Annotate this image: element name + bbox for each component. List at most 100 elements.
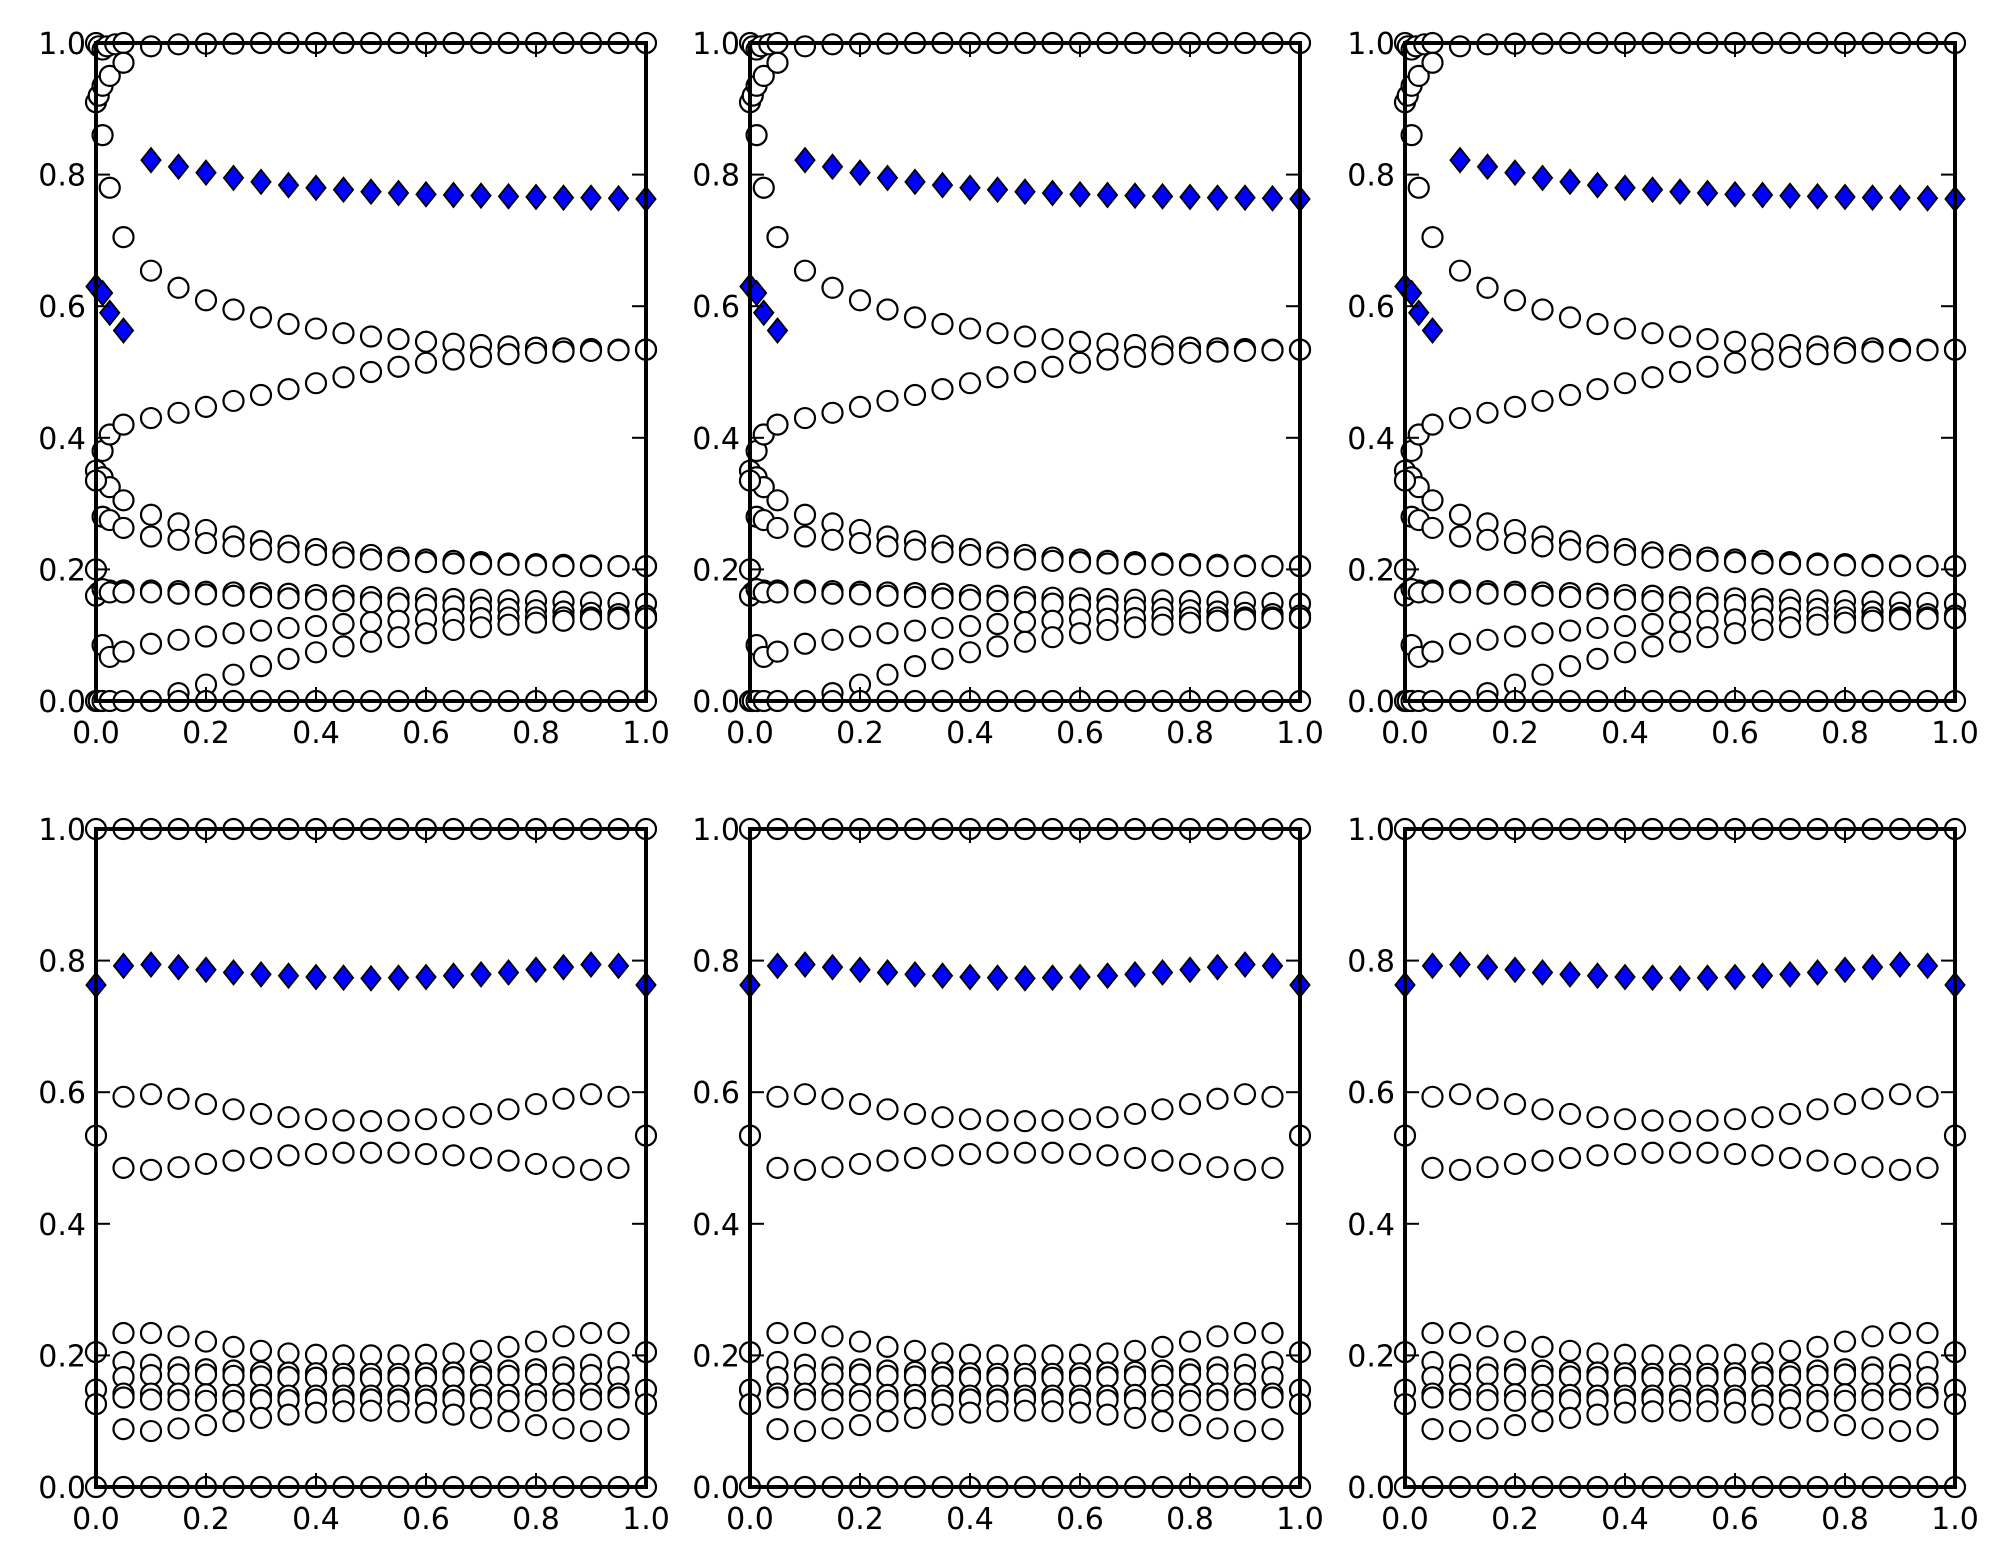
y-tick-label: 0.0	[38, 1471, 86, 1506]
circle-point	[986, 612, 1009, 636]
circle-point	[497, 613, 520, 636]
circle-point	[1233, 1321, 1257, 1345]
diamond-point	[1261, 184, 1284, 212]
x-tick-label: 0.6	[1711, 1502, 1759, 1537]
diamond-point	[497, 959, 520, 986]
circle-point	[1151, 613, 1174, 636]
circle-point	[1421, 1321, 1444, 1345]
circle-point	[1041, 355, 1064, 378]
diamond-point	[140, 146, 162, 174]
diamond-point	[1531, 959, 1554, 986]
x-tick-label: 0.6	[402, 716, 450, 751]
circle-point	[387, 626, 410, 649]
circle-point	[766, 489, 789, 512]
diamond-point	[552, 953, 575, 981]
circle-point	[1778, 553, 1802, 576]
circle-point	[1068, 1142, 1092, 1166]
circle-point	[958, 372, 982, 395]
circle-point	[387, 1344, 410, 1367]
circle-point	[1041, 1344, 1064, 1367]
circle-point	[1096, 1403, 1119, 1426]
diamond-point	[140, 951, 162, 978]
diamond-point	[250, 960, 272, 988]
diamond-point	[1724, 180, 1746, 208]
diamond-point	[1834, 956, 1856, 984]
panel-top-middle: 0.0 0.2 0.4 0.6 0.8 1.0 0.0 0.2 0.4 0.6 0.8 1.0	[692, 27, 1324, 751]
y-tick-label: 0.8	[1347, 945, 1395, 980]
circle-point	[1041, 1109, 1064, 1132]
y-tick-label: 0.8	[692, 159, 740, 194]
circle-point	[1641, 635, 1664, 658]
circle-point	[1068, 551, 1092, 574]
circle-point	[359, 325, 383, 348]
diamond-point	[277, 962, 300, 990]
circle-point	[579, 1083, 603, 1106]
circle-point	[1806, 1389, 1829, 1412]
circle-point	[931, 616, 954, 640]
circle-point	[1641, 366, 1664, 389]
y-tick-label: 0.2	[1347, 553, 1395, 588]
circle-point	[1723, 551, 1747, 574]
diamond-point	[607, 952, 630, 980]
circle-point	[1751, 618, 1774, 642]
circle-point	[98, 176, 121, 199]
x-tick-label: 0.2	[836, 1502, 884, 1537]
diamond-point	[222, 959, 245, 986]
diamond-point	[766, 317, 789, 344]
y-tick-label: 0.8	[38, 945, 86, 980]
diamond-point	[1779, 182, 1801, 210]
circle-point	[848, 531, 872, 555]
circle-point	[1806, 1149, 1829, 1172]
circle-point	[1696, 328, 1719, 351]
circle-point	[1178, 1092, 1202, 1116]
circle-point	[1613, 641, 1637, 664]
y-tick-label: 0.4	[692, 422, 740, 457]
circle-point	[821, 582, 844, 605]
circle-point	[359, 1399, 383, 1422]
diamond-point	[195, 956, 217, 984]
x-tick-label: 0.4	[946, 1502, 994, 1537]
circle-point	[1861, 1325, 1884, 1348]
circle-point	[1013, 360, 1037, 384]
diamond-point	[1014, 964, 1036, 992]
circle-point	[1476, 1156, 1499, 1179]
diamond-point	[1779, 960, 1801, 988]
diamond-point	[360, 178, 382, 206]
diamond-point	[1504, 956, 1526, 984]
circle-point	[552, 555, 575, 578]
circle-point	[1151, 1149, 1174, 1172]
circle-point	[387, 1109, 410, 1132]
y-tick-label: 0.0	[38, 685, 86, 720]
diamond-point	[1834, 183, 1856, 211]
circle-point	[1233, 1364, 1257, 1387]
y-tick-label: 1.0	[692, 813, 740, 848]
diamond-point	[1861, 953, 1884, 981]
circle-point	[552, 1417, 575, 1440]
diamond-point	[1559, 168, 1581, 196]
diamond-point	[1696, 964, 1719, 992]
circle-point	[1833, 611, 1857, 634]
circle-point	[958, 1343, 982, 1366]
circle-point	[821, 1389, 844, 1412]
circle-point	[277, 1366, 300, 1389]
circle-point	[167, 1156, 190, 1179]
x-tick-label: 0.0	[726, 716, 774, 751]
circle-point	[222, 389, 245, 413]
circle-point	[1068, 1108, 1092, 1131]
circle-point	[524, 1363, 548, 1386]
circle-point	[903, 1365, 927, 1388]
circle-point	[497, 1410, 520, 1433]
circle-point	[222, 663, 245, 686]
circle-point	[1751, 1366, 1774, 1389]
circle-point	[1531, 584, 1554, 607]
circle-point	[222, 584, 245, 607]
circle-point	[1476, 528, 1499, 551]
circle-point	[1641, 546, 1664, 569]
circle-point	[469, 553, 493, 576]
circle-point	[1123, 345, 1147, 368]
circle-point	[1833, 1330, 1857, 1353]
circle-point	[222, 1389, 245, 1412]
circle-point	[986, 546, 1009, 569]
circle-point	[1696, 1400, 1719, 1423]
